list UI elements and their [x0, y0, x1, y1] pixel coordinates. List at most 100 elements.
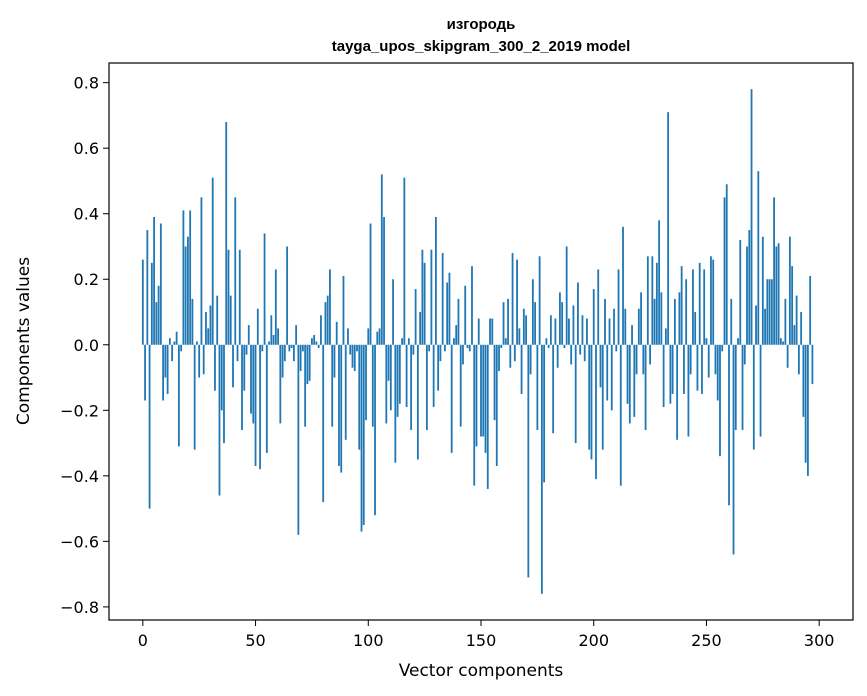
bar	[419, 312, 422, 345]
bar	[371, 344, 374, 427]
bar	[338, 344, 340, 467]
bar	[387, 344, 390, 381]
x-tick-label: 300	[804, 631, 835, 650]
bar	[734, 344, 737, 430]
bar	[664, 328, 667, 345]
bar	[245, 344, 248, 355]
bar	[292, 344, 295, 362]
bar	[683, 344, 685, 394]
y-tick-label: −0.2	[60, 401, 99, 420]
bar	[236, 344, 239, 362]
bar	[556, 344, 559, 368]
bar	[455, 325, 458, 345]
bar	[421, 249, 424, 345]
bar	[378, 328, 381, 345]
bar	[804, 344, 807, 463]
bar	[694, 312, 697, 345]
bar	[471, 266, 473, 345]
bar	[317, 344, 320, 349]
bar	[714, 344, 717, 375]
bar	[466, 344, 469, 349]
bar	[286, 246, 289, 345]
bar	[773, 197, 775, 345]
bar	[513, 344, 516, 362]
x-tick-label: 50	[245, 631, 265, 650]
bar	[480, 344, 482, 437]
bar	[768, 279, 771, 345]
bar	[401, 338, 403, 345]
bar	[748, 230, 751, 345]
bar	[581, 315, 584, 345]
bar	[311, 338, 313, 345]
bar	[148, 344, 151, 509]
bar	[175, 331, 178, 345]
bar	[482, 344, 485, 437]
bar	[788, 236, 791, 345]
bar	[182, 210, 185, 345]
bar	[288, 344, 291, 352]
bar	[615, 344, 618, 352]
bar	[229, 295, 232, 345]
bar	[507, 298, 509, 345]
bar	[274, 269, 277, 345]
bar	[444, 344, 446, 352]
bar	[577, 282, 579, 345]
bar	[667, 112, 670, 345]
bar	[247, 325, 250, 345]
bar	[795, 295, 798, 345]
bar	[362, 344, 365, 525]
bar	[450, 344, 453, 453]
bar	[608, 318, 611, 345]
bar	[356, 344, 358, 352]
bar	[162, 344, 165, 401]
bar	[655, 262, 658, 345]
bar	[671, 344, 674, 394]
bar	[716, 344, 719, 401]
bar	[241, 344, 243, 430]
bar	[563, 344, 566, 349]
bar	[568, 318, 570, 345]
bar	[250, 344, 252, 414]
bar	[263, 233, 266, 345]
bar	[394, 344, 397, 463]
bar	[290, 344, 293, 349]
bar	[721, 344, 724, 352]
bar	[358, 344, 361, 450]
bar	[809, 275, 812, 345]
bar	[376, 331, 379, 345]
bar	[504, 338, 507, 345]
bar	[782, 341, 785, 345]
bar	[347, 328, 349, 345]
x-tick-label: 250	[691, 631, 722, 650]
bar	[473, 344, 476, 486]
bar	[261, 344, 264, 352]
bar	[710, 256, 712, 345]
bar	[477, 318, 480, 345]
bar	[254, 344, 257, 467]
bar	[432, 344, 435, 408]
bar	[315, 341, 318, 345]
y-tick-label: −0.4	[60, 467, 99, 486]
bar	[502, 302, 505, 345]
bar	[225, 121, 228, 345]
bar	[349, 344, 352, 355]
y-axis-ticks: −0.8 −0.6 −0.4 −0.2 0.0 0.2 0.4 0.6 0.8	[60, 74, 109, 617]
bar	[793, 325, 796, 345]
bar	[624, 308, 627, 345]
bar	[687, 344, 690, 437]
bar	[777, 243, 780, 345]
bar	[640, 292, 642, 345]
bar	[797, 344, 800, 375]
bar	[579, 344, 582, 355]
bar	[662, 344, 665, 408]
bar	[678, 292, 681, 345]
y-tick-label: −0.6	[60, 532, 99, 551]
bar	[446, 282, 449, 345]
bar	[279, 344, 282, 424]
bar	[559, 292, 561, 345]
plot-frame	[108, 62, 854, 621]
bar	[676, 344, 679, 440]
chart-title-line-1: изгородь	[447, 16, 516, 33]
bar	[811, 344, 814, 385]
bar	[540, 344, 543, 594]
